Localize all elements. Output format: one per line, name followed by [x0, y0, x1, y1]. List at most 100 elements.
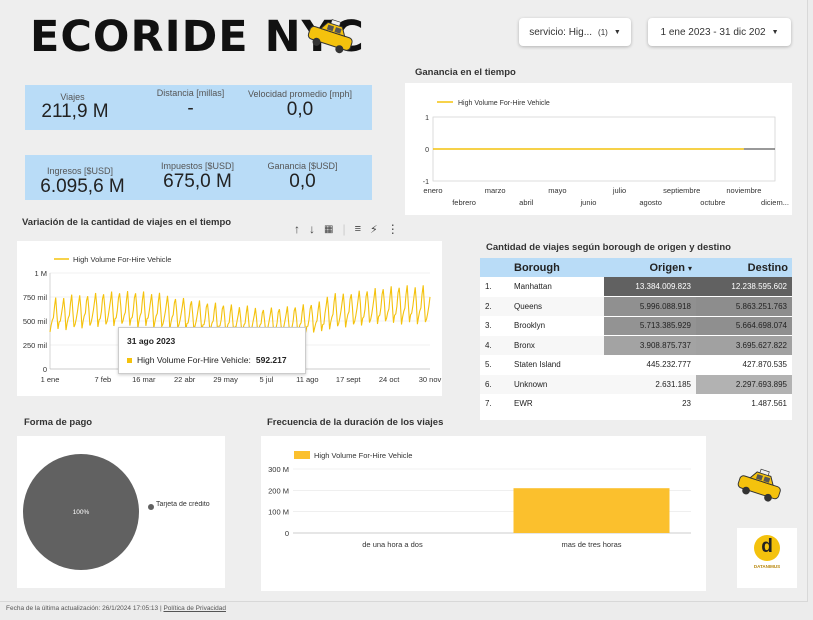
- row-index: 6.: [480, 374, 508, 395]
- x-tick-label: 17 sept: [336, 375, 362, 384]
- legend-label: High Volume For-Hire Vehicle: [458, 100, 550, 107]
- payment-pie: 100% Tarjeta de crédito: [23, 454, 210, 570]
- kpi-taxes-label: Impuestos [$USD]: [160, 161, 235, 171]
- y-tick-label: 300 M: [268, 465, 289, 474]
- arrow-down-icon[interactable]: ↓: [309, 222, 315, 236]
- tooltip-swatch: [127, 357, 132, 363]
- logo-mark: d: [754, 535, 780, 561]
- x-tick-label: julio: [612, 186, 626, 195]
- chart-toolbar: ↑ ↓ ▦ | ≡ ⚡ ⋮: [294, 222, 399, 236]
- kpi-income-value: 6.095,6 M: [40, 176, 125, 197]
- x-tick-label: 11 ago: [296, 375, 318, 384]
- x-tick-label: octubre: [700, 198, 725, 207]
- borough-name: Unknown: [508, 374, 604, 395]
- service-filter-label: servicio: Hig...: [529, 26, 593, 38]
- y-tick-label: 200 M: [268, 486, 289, 495]
- toolbar-divider: |: [342, 222, 346, 236]
- dashboard-page: ECORIDE NYC servicio: Hig... (1) ▼ 1 ene…: [0, 0, 808, 602]
- pie-slice-credit-card[interactable]: [23, 454, 139, 570]
- kpi-profit-label: Ganancia [$USD]: [267, 161, 338, 171]
- x-tick-label: septiembre: [663, 186, 700, 195]
- table-row[interactable]: 4. Bronx 3.908.875.737 3.695.627.822: [480, 335, 792, 356]
- taxi-icon: [307, 19, 353, 54]
- table-row[interactable]: 2. Queens 5.996.088.918 5.863.251.763: [480, 296, 792, 317]
- more-options-icon[interactable]: ⋮: [386, 222, 399, 236]
- x-tick-label: 16 mar: [132, 375, 156, 384]
- tooltip-row: High Volume For-Hire Vehicle: 592.217: [127, 355, 287, 365]
- row-index: 1.: [480, 277, 508, 297]
- date-range-picker[interactable]: 1 ene 2023 - 31 dic 202 ▼: [648, 18, 791, 46]
- origin-value: 445.232.777: [604, 355, 696, 375]
- table-row[interactable]: 5. Staten Island 445.232.777 427.870.535: [480, 355, 792, 375]
- privacy-link[interactable]: Política de Privacidad: [163, 605, 226, 612]
- tooltip-series: High Volume For-Hire Vehicle:: [137, 355, 251, 365]
- x-tick-label: noviembre: [726, 186, 761, 195]
- legend-label: High Volume For-Hire Vehicle: [314, 451, 412, 460]
- service-filter-count: (1): [598, 27, 608, 37]
- col-origin-label: Origen: [649, 261, 685, 274]
- sort-desc-icon: ▾: [687, 263, 692, 273]
- taxi-icon: [737, 468, 781, 502]
- kpi-speed-value: 0,0: [286, 99, 314, 120]
- destination-value: 427.870.535: [696, 355, 792, 375]
- destination-value: 3.695.627.822: [696, 335, 792, 356]
- duration-title: Frecuencia de la duración de los viajes: [267, 417, 444, 428]
- logo-text: DATANIMUS: [753, 564, 781, 569]
- trips-series-line: [49, 285, 431, 335]
- cross-filter-icon[interactable]: ⚡: [370, 223, 378, 236]
- page-title: ECORIDE NYC: [30, 12, 365, 62]
- trips-chart-title: Variación de la cantidad de viajes en el…: [22, 217, 232, 228]
- legend-swatch: [294, 451, 310, 459]
- x-tick-label: de una hora a dos: [362, 540, 423, 549]
- x-tick-label: 5 jul: [260, 375, 274, 384]
- datanimus-logo[interactable]: d DATANIMUS: [737, 528, 797, 588]
- row-index: 2.: [480, 296, 508, 317]
- col-borough[interactable]: Borough: [508, 258, 604, 277]
- payment-card: 100% Tarjeta de crédito: [17, 436, 225, 588]
- destination-value: 5.664.698.074: [696, 316, 792, 336]
- table-row[interactable]: 6. Unknown 2.631.185 2.297.693.895: [480, 374, 792, 395]
- x-tick-label: 1 ene: [41, 375, 60, 384]
- date-range-label: 1 ene 2023 - 31 dic 202: [660, 26, 766, 38]
- y-tick-label: 1: [425, 115, 429, 122]
- bar-1[interactable]: [513, 488, 670, 533]
- last-updated: Fecha de la última actualización: 26/1/2…: [6, 605, 159, 612]
- y-tick-label: 1 M: [34, 269, 47, 278]
- service-filter[interactable]: servicio: Hig... (1) ▼: [519, 18, 631, 46]
- kpi-speed-label: Velocidad promedio [mph]: [247, 89, 353, 99]
- origin-value: 2.631.185: [604, 374, 696, 395]
- x-tick-label: marzo: [485, 186, 506, 195]
- col-destination[interactable]: Destino: [696, 258, 792, 277]
- y-tick-label: 750 mil: [23, 293, 48, 302]
- kpi-trips-label: Viajes: [60, 92, 85, 102]
- col-origin[interactable]: Origen ▾: [604, 258, 696, 277]
- x-tick-label: abril: [519, 198, 534, 207]
- legend-dot: [148, 504, 154, 510]
- x-tick-label: 29 may: [213, 375, 238, 384]
- kpi-income-label: Ingresos [$USD]: [46, 166, 114, 176]
- row-index: 5.: [480, 355, 508, 375]
- drill-icon[interactable]: ▦: [324, 223, 334, 235]
- x-tick-label: enero: [423, 186, 442, 195]
- arrow-up-icon[interactable]: ↑: [294, 222, 300, 236]
- table-row[interactable]: 3. Brooklyn 5.713.385.929 5.664.698.074: [480, 316, 792, 336]
- borough-table-card: Borough Origen ▾ Destino 1. Manhattan 13.3…: [480, 258, 792, 420]
- duration-card: High Volume For-Hire Vehicle 300 M 200 M 10…: [261, 436, 706, 591]
- duration-chart: High Volume For-Hire Vehicle 300 M 200 M 10…: [268, 451, 691, 549]
- table-row[interactable]: 7. EWR 23 1.487.561: [480, 394, 792, 414]
- y-tick-label: 0: [425, 147, 429, 154]
- x-tick-label: 30 nov: [419, 375, 442, 384]
- destination-value: 12.238.595.602: [696, 277, 792, 297]
- kpi-trips-value: 211,9 M: [41, 101, 109, 122]
- x-tick-label: 22 abr: [174, 375, 196, 384]
- borough-name: Queens: [508, 296, 604, 317]
- row-index: 4.: [480, 335, 508, 356]
- chevron-down-icon: ▼: [613, 28, 621, 36]
- profit-chart-card: High Volume For-Hire Vehicle 1 0 -1 enero mar…: [405, 83, 792, 215]
- footer: Fecha de la última actualización: 26/1/2…: [6, 605, 226, 612]
- table-row[interactable]: 1. Manhattan 13.384.009.823 12.238.595.602: [480, 277, 792, 297]
- destination-value: 5.863.251.763: [696, 296, 792, 317]
- filter-icon[interactable]: ≡: [354, 223, 361, 235]
- y-tick-label: 100 M: [268, 508, 289, 517]
